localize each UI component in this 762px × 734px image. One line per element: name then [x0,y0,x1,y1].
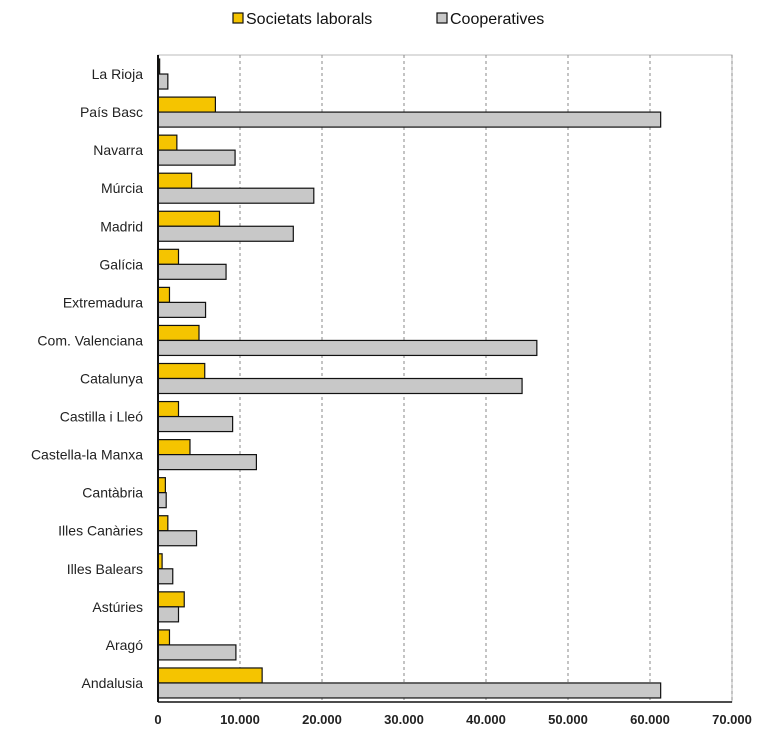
category-label: Com. Valenciana [37,332,143,348]
x-tick-label: 30.000 [384,712,424,727]
bar-cooperatives [157,377,523,395]
category-label: Navarra [93,142,143,158]
bar-societats [157,400,180,418]
bar-cooperatives [157,644,237,661]
category-label: Astúries [92,599,143,615]
bars [157,58,662,699]
bar-societats [157,591,185,608]
bar-cooperatives [157,111,662,128]
category-label: Galícia [99,256,143,272]
bar-societats [157,362,206,380]
bar-cooperatives [157,301,207,318]
legend-label: Societats laborals [246,11,372,28]
category-label: Catalunya [80,371,143,387]
bar-cooperatives [157,606,180,623]
legend: Societats laborals Cooperatives [232,11,544,28]
bar-cooperatives [157,339,538,357]
bar-cooperatives [157,530,198,547]
category-label: Castilla i Lleó [60,409,143,425]
bar-societats [157,210,221,227]
bar-cooperatives [157,682,662,699]
bar-societats [157,248,180,265]
bar-societats [157,629,171,646]
x-tick-label: 40.000 [466,712,506,727]
legend-label: Cooperatives [450,11,544,28]
bar-cooperatives [157,415,234,433]
bar-societats [157,134,178,151]
x-tick-label: 70.000 [712,712,752,727]
category-label: Extremadura [63,294,143,310]
axes [157,55,732,703]
bar-societats [157,96,217,113]
bar-cooperatives [157,263,227,280]
category-label: Illes Canàries [58,523,143,539]
bar-cooperatives [157,568,174,585]
category-label: La Rioja [92,66,144,82]
x-tick-label: 50.000 [548,712,588,727]
tick-labels: 0 10.000 20.000 30.000 40.000 50.000 60.000 70.… [154,712,752,727]
bar-cooperatives [157,492,167,509]
category-label: Castella-la Manxa [31,447,143,463]
bar-societats [157,439,191,456]
x-tick-label: 10.000 [220,712,260,727]
x-tick-label: 20.000 [302,712,342,727]
category-label: País Basc [80,104,143,120]
category-label: Múrcia [101,180,143,196]
bar-cooperatives [157,187,315,204]
legend-swatch [232,12,244,24]
legend-swatch [436,12,448,24]
bar-cooperatives [157,225,294,242]
bar-societats [157,172,193,189]
bar-cooperatives [157,454,258,471]
bar-cooperatives [157,149,236,166]
bar-societats [157,667,263,684]
x-tick-label: 60.000 [630,712,670,727]
bar-societats [157,324,200,342]
category-label: Madrid [100,218,143,234]
category-label: Andalusia [82,675,144,691]
category-labels: La Rioja País Basc Navarra Múrcia Madrid Galí… [31,66,143,691]
bar-societats [157,477,166,494]
bar-societats [157,515,169,532]
bar-cooperatives [157,73,169,90]
category-label: Aragó [106,637,144,653]
category-label: Cantàbria [82,485,143,501]
x-tick-label: 0 [154,712,161,727]
bar-societats [157,286,171,303]
category-label: Illes Balears [67,561,143,577]
